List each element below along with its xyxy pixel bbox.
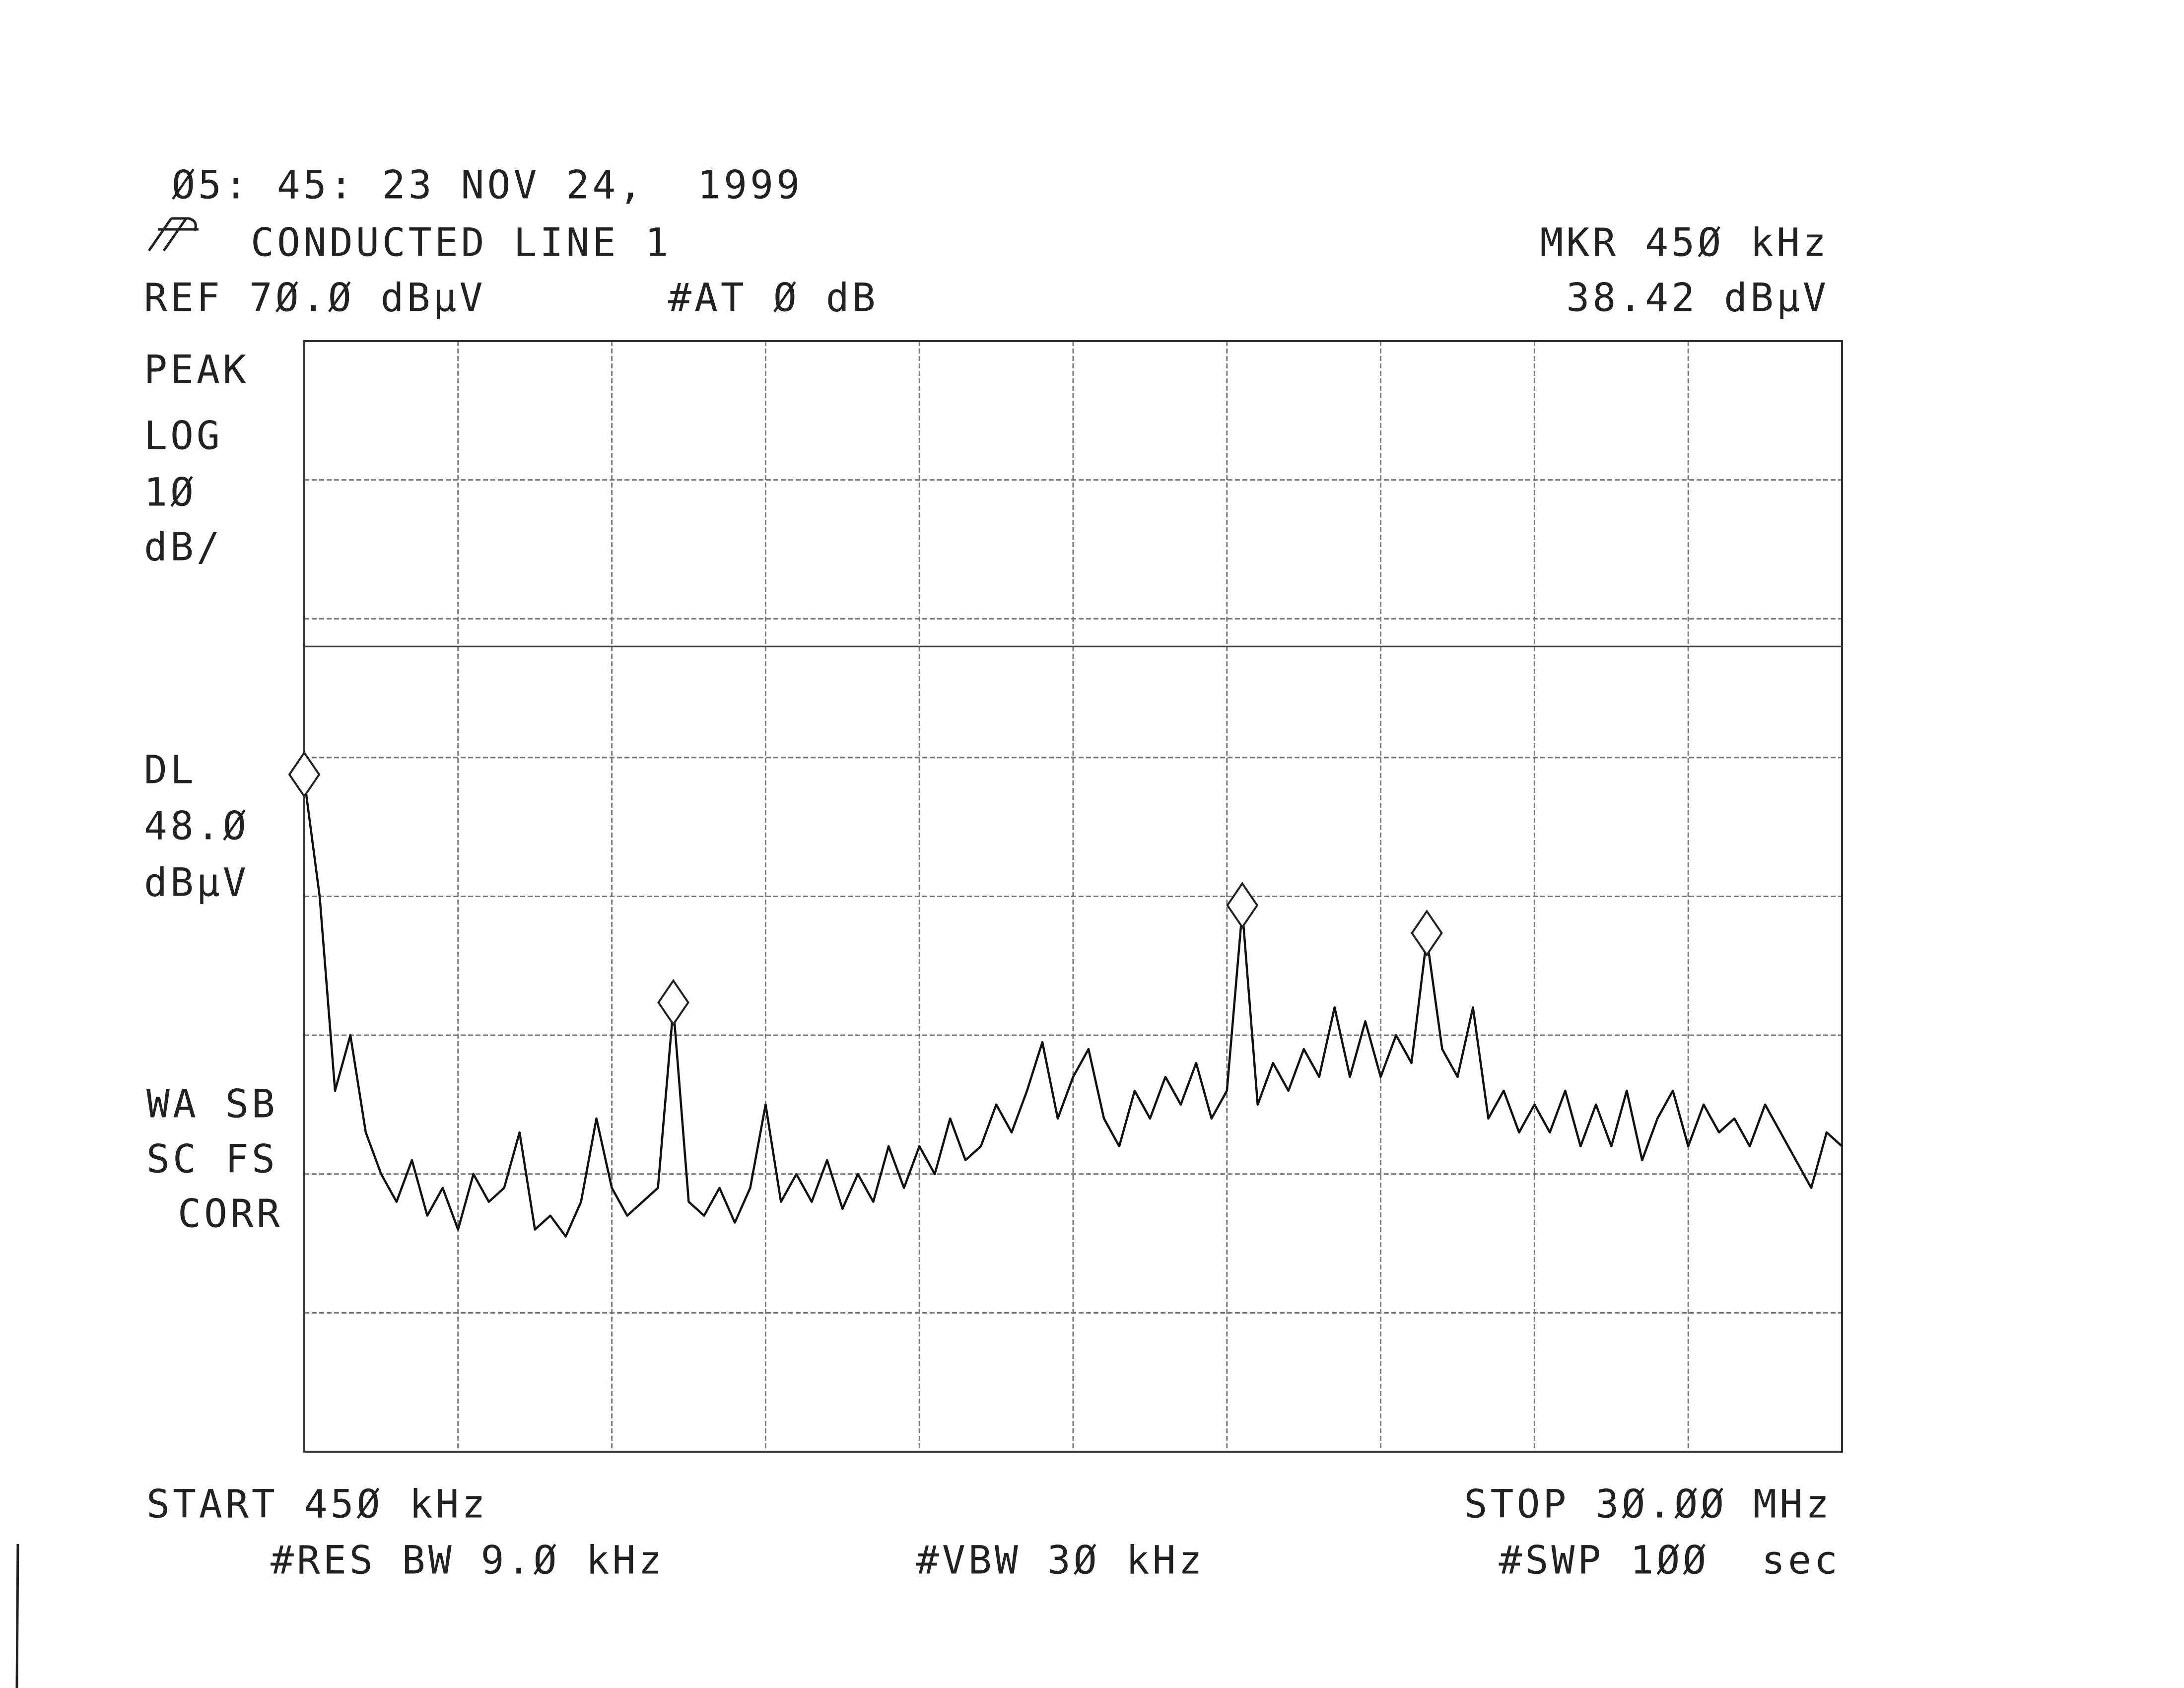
status-label: CORR xyxy=(178,1192,283,1236)
marker-diamond xyxy=(288,751,321,798)
side-label: LOG xyxy=(144,414,223,458)
side-label: 1Ø xyxy=(144,470,197,515)
start-frequency: START 45Ø kHz xyxy=(146,1482,488,1527)
display-line-unit: dBµV xyxy=(144,860,249,905)
side-label: PEAK xyxy=(144,348,249,392)
sweep-time: #SWP 1ØØ sec xyxy=(1499,1538,1841,1583)
plot-frame xyxy=(303,340,1843,1453)
stop-frequency: STOP 3Ø.ØØ MHz xyxy=(1464,1482,1832,1527)
status-label: SC FS xyxy=(146,1137,278,1182)
display-line-label: DL xyxy=(144,748,197,792)
marker-diamond xyxy=(657,979,689,1026)
title: CONDUCTED LINE 1 xyxy=(251,220,671,265)
video-bandwidth: #VBW 3Ø kHz xyxy=(916,1538,1205,1583)
status-label: WA SB xyxy=(146,1082,278,1126)
display-line-value: 48.Ø xyxy=(144,804,249,848)
marker-diamond xyxy=(1411,909,1443,957)
marker-level: 38.42 dBµV xyxy=(1566,276,1829,320)
timestamp: Ø5: 45: 23 NOV 24, 1999 xyxy=(172,163,803,208)
marker-readout: MKR 45Ø kHz xyxy=(1540,220,1829,265)
reference-level: REF 7Ø.Ø dBµV xyxy=(144,276,485,320)
side-label: dB/ xyxy=(144,525,223,569)
resolution-bandwidth: #RES BW 9.Ø kHz xyxy=(271,1538,665,1583)
hp-logo xyxy=(147,217,199,252)
marker-diamond xyxy=(1226,881,1259,929)
paper-edge-mark xyxy=(15,1544,19,1688)
trace xyxy=(303,779,1843,1238)
attenuation: #AT Ø dB xyxy=(668,276,879,320)
